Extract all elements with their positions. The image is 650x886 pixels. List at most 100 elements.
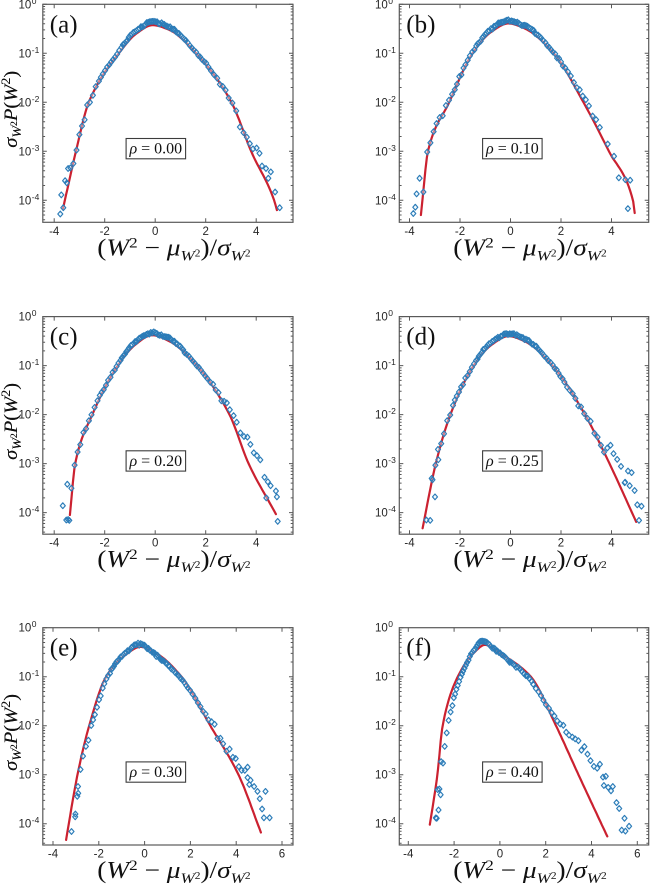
svg-text:-4: -4 (32, 504, 40, 514)
svg-text:-1: -1 (388, 357, 396, 367)
svg-text:4: 4 (588, 849, 595, 861)
svg-text:10: 10 (19, 146, 32, 158)
svg-text:-4: -4 (404, 538, 415, 550)
svg-text:0: 0 (141, 849, 147, 861)
svg-text:(c): (c) (50, 324, 78, 351)
svg-text:4: 4 (233, 849, 240, 861)
svg-text:10: 10 (19, 312, 32, 324)
svg-text:-1: -1 (32, 357, 40, 367)
svg-text:0: 0 (152, 538, 158, 550)
svg-text:-4: -4 (404, 226, 415, 238)
svg-text:-2: -2 (388, 717, 396, 727)
svg-text:-2: -2 (100, 538, 110, 550)
svg-text:-4: -4 (388, 504, 396, 514)
svg-text:10: 10 (375, 361, 388, 373)
svg-text:6: 6 (279, 849, 285, 861)
svg-text:10: 10 (19, 672, 32, 684)
svg-text:σW2P(W2): σW2P(W2) (0, 694, 24, 771)
svg-text:-2: -2 (449, 849, 459, 861)
svg-text:σW2P(W2): σW2P(W2) (0, 694, 24, 771)
svg-text:10: 10 (375, 0, 388, 11)
svg-text:σW2P(W2): σW2P(W2) (0, 71, 24, 148)
svg-text:ρ = 0.30: ρ = 0.30 (128, 764, 182, 781)
svg-text:-2: -2 (388, 94, 396, 104)
svg-text:-3: -3 (388, 766, 396, 776)
svg-text:4: 4 (253, 538, 260, 550)
svg-text:-1: -1 (32, 45, 40, 55)
svg-text:10: 10 (375, 97, 388, 109)
svg-text:σW2P(W2): σW2P(W2) (0, 383, 24, 460)
svg-text:10: 10 (19, 48, 32, 60)
svg-text:10: 10 (19, 0, 32, 11)
svg-text:10: 10 (375, 721, 388, 733)
svg-text:10: 10 (19, 508, 32, 520)
svg-text:2: 2 (202, 538, 208, 550)
svg-text:10: 10 (19, 459, 32, 471)
svg-text:10: 10 (19, 770, 32, 782)
svg-text:0: 0 (507, 538, 513, 550)
svg-text:-2: -2 (455, 226, 465, 238)
svg-text:0: 0 (507, 226, 513, 238)
svg-text:-2: -2 (455, 538, 465, 550)
svg-text:-4: -4 (49, 538, 60, 550)
svg-text:ρ = 0.00: ρ = 0.00 (128, 141, 182, 158)
svg-text:-4: -4 (32, 815, 40, 825)
svg-text:2: 2 (558, 538, 564, 550)
svg-text:-2: -2 (388, 406, 396, 416)
svg-text:σW2P(W2): σW2P(W2) (0, 383, 24, 460)
svg-text:10: 10 (375, 146, 388, 158)
svg-text:10: 10 (375, 195, 388, 207)
svg-text:(e): (e) (50, 635, 78, 662)
svg-text:2: 2 (558, 226, 564, 238)
svg-text:(W2 − μW2)/σW2: (W2 − μW2)/σW2 (97, 546, 250, 576)
svg-text:(W2 − μW2)/σW2: (W2 − μW2)/σW2 (97, 234, 250, 264)
svg-text:-4: -4 (388, 192, 396, 202)
svg-text:-3: -3 (32, 766, 40, 776)
svg-text:(b): (b) (406, 11, 435, 38)
svg-text:10: 10 (19, 410, 32, 422)
svg-text:σW2P(W2): σW2P(W2) (0, 71, 24, 148)
svg-text:4: 4 (253, 226, 260, 238)
svg-text:10: 10 (375, 312, 388, 324)
svg-text:0: 0 (152, 226, 158, 238)
svg-text:(f): (f) (406, 635, 431, 662)
svg-text:4: 4 (608, 226, 615, 238)
svg-text:-1: -1 (32, 668, 40, 678)
svg-text:0: 0 (388, 0, 393, 6)
svg-text:ρ = 0.40: ρ = 0.40 (485, 764, 539, 781)
svg-text:ρ = 0.20: ρ = 0.20 (128, 453, 182, 470)
svg-text:2: 2 (202, 226, 208, 238)
svg-text:2: 2 (542, 849, 548, 861)
svg-text:-2: -2 (32, 406, 40, 416)
svg-text:-3: -3 (388, 455, 396, 465)
svg-text:10: 10 (375, 508, 388, 520)
svg-text:-4: -4 (49, 226, 60, 238)
svg-text:ρ = 0.10: ρ = 0.10 (485, 141, 539, 158)
svg-text:10: 10 (375, 770, 388, 782)
svg-text:-4: -4 (32, 192, 40, 202)
svg-text:10: 10 (375, 819, 388, 831)
svg-text:(d): (d) (406, 324, 435, 351)
svg-text:10: 10 (375, 459, 388, 471)
svg-text:0: 0 (32, 308, 37, 318)
svg-text:(W2 − μW2)/σW2: (W2 − μW2)/σW2 (97, 857, 250, 886)
svg-text:-2: -2 (100, 226, 110, 238)
svg-text:ρ = 0.25: ρ = 0.25 (485, 453, 539, 470)
svg-text:0: 0 (388, 619, 393, 629)
svg-text:0: 0 (32, 619, 37, 629)
svg-text:10: 10 (19, 97, 32, 109)
svg-text:-4: -4 (388, 815, 396, 825)
svg-text:(W2 − μW2)/σW2: (W2 − μW2)/σW2 (453, 234, 606, 264)
svg-text:2: 2 (187, 849, 193, 861)
svg-text:-3: -3 (32, 143, 40, 153)
svg-text:(W2 − μW2)/σW2: (W2 − μW2)/σW2 (453, 857, 606, 886)
svg-text:10: 10 (375, 48, 388, 60)
svg-text:-4: -4 (48, 849, 59, 861)
svg-text:-2: -2 (94, 849, 104, 861)
svg-text:0: 0 (497, 849, 503, 861)
svg-text:10: 10 (19, 721, 32, 733)
svg-text:10: 10 (19, 195, 32, 207)
svg-text:0: 0 (388, 308, 393, 318)
svg-text:-2: -2 (32, 717, 40, 727)
svg-text:-2: -2 (32, 94, 40, 104)
